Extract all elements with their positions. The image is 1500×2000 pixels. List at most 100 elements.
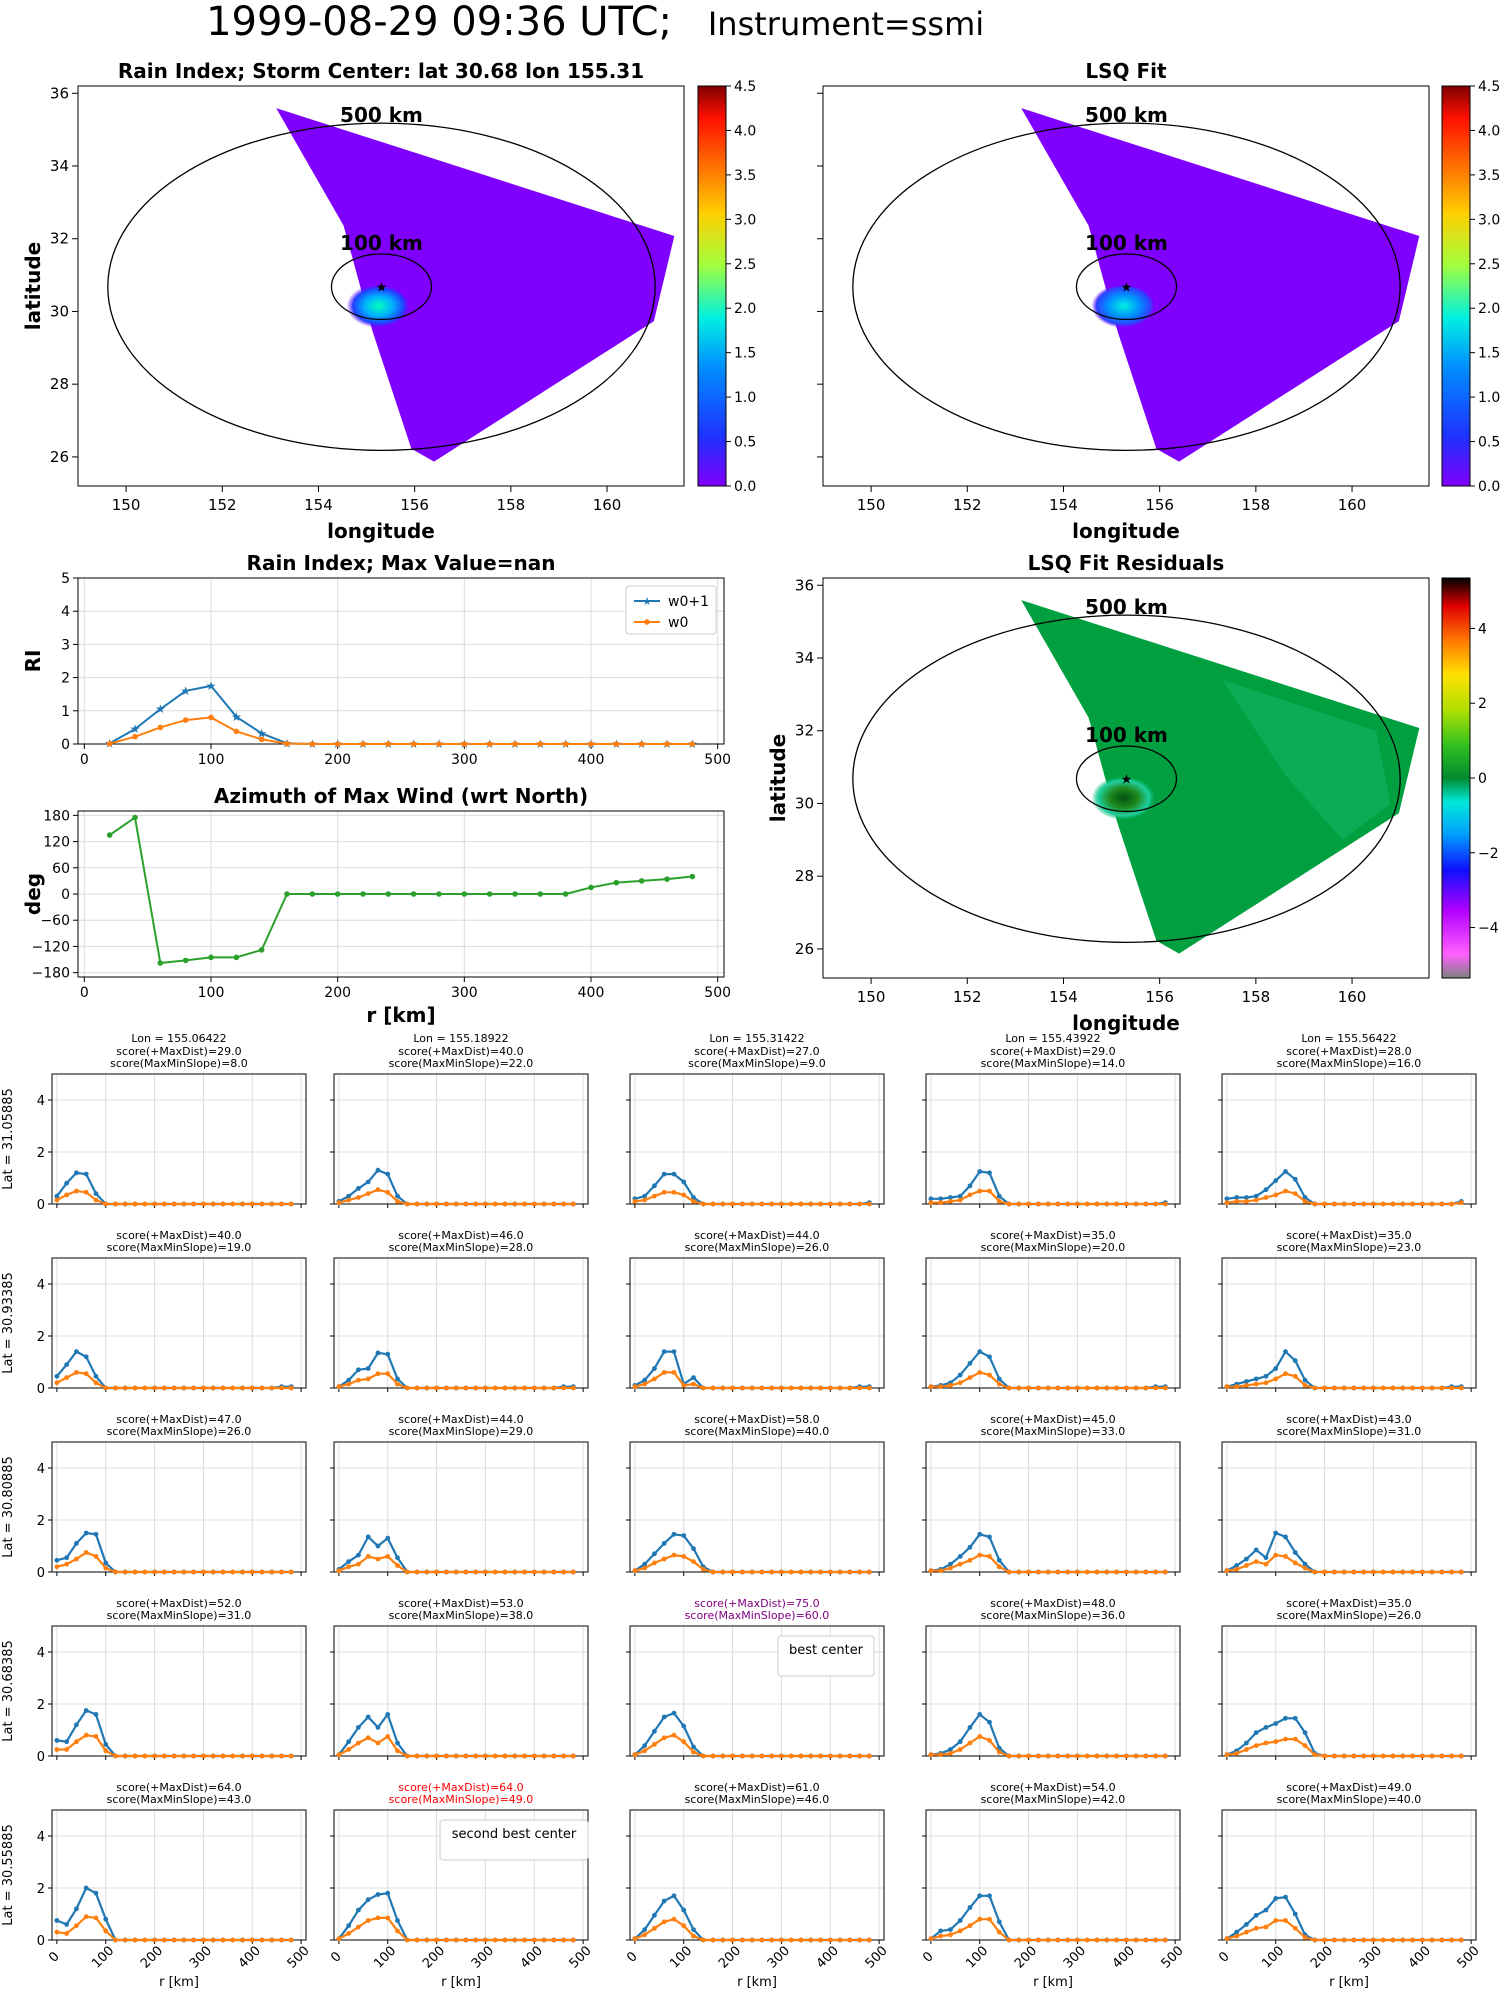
profile-point (1094, 1201, 1100, 1207)
profile-point (1016, 1937, 1022, 1943)
profile-point (230, 1201, 236, 1207)
profile-point (1224, 1196, 1230, 1202)
profile-point (1380, 1937, 1386, 1943)
x-tick-label: 100 (371, 1943, 399, 1971)
score-maxminslope: score(MaxMinSlope)=22.0 (389, 1057, 534, 1070)
profile-point (977, 1169, 983, 1174)
profile-point (1302, 1565, 1308, 1571)
profile-point (1331, 1937, 1337, 1943)
profile-point (818, 1385, 823, 1391)
data-point (486, 891, 493, 897)
profile-point (1410, 1753, 1415, 1759)
profile-point (54, 1380, 60, 1386)
chart-ylabel: RI (21, 650, 45, 673)
profile-point (395, 1199, 400, 1204)
profile-point (1400, 1937, 1406, 1943)
profile-point (928, 1384, 934, 1390)
colorbar-tick-label: 3.5 (734, 168, 756, 184)
panel-r0-c1: Lon = 155.18922score(+MaxDist)=40.0score… (330, 1032, 589, 1208)
profile-point (356, 1561, 361, 1567)
profile-point (996, 1199, 1002, 1204)
score-maxdist: score(+MaxDist)=40.0 (398, 1045, 523, 1058)
panel-frame (629, 1257, 885, 1389)
profile-point (346, 1559, 352, 1564)
map-ylabel: latitude (766, 734, 790, 822)
profile-point (1292, 1911, 1298, 1917)
score-maxdist: score(+MaxDist)=64.0 (398, 1781, 523, 1794)
data-point: ★ (206, 679, 217, 693)
profile-point (1123, 1569, 1129, 1575)
profile-point (230, 1753, 236, 1759)
y-tick-label: 4 (37, 1830, 45, 1845)
profile-point (1035, 1753, 1041, 1759)
profile-point (259, 1201, 265, 1207)
series-line-1 (109, 716, 693, 745)
profile-point (987, 1188, 992, 1194)
ring-label-500: 500 km (1085, 595, 1168, 619)
profile-point (1302, 1561, 1308, 1567)
profile-point (1035, 1937, 1041, 1943)
profile-w1 (634, 1350, 870, 1390)
profile-point (1429, 1385, 1435, 1391)
profile-point (749, 1569, 755, 1575)
profile-point (652, 1193, 657, 1199)
profile-point (443, 1937, 449, 1943)
x-tick-label: 500 (1455, 1943, 1483, 1971)
profile-point (152, 1937, 157, 1943)
profile-point (857, 1569, 862, 1575)
legend-marker: ★ (642, 595, 652, 608)
profile-point (122, 1385, 128, 1391)
profile-point (769, 1385, 775, 1391)
profile-point (1244, 1556, 1249, 1562)
profile-point (938, 1928, 944, 1934)
profile-point (1410, 1201, 1415, 1207)
profile-point (93, 1197, 99, 1203)
profile-point (103, 1565, 109, 1571)
panel-frame (629, 1441, 885, 1573)
profile-point (473, 1937, 479, 1943)
profile-point (798, 1385, 804, 1391)
profile-point (220, 1753, 226, 1759)
colorbar-tick-label: 2.0 (734, 301, 756, 317)
profile-point (570, 1569, 576, 1575)
profile-point (996, 1381, 1002, 1387)
panel-frame (333, 1073, 589, 1205)
y-tick-label: 34 (795, 649, 814, 667)
ring-label-100: 100 km (1085, 723, 1168, 747)
profile-point (463, 1937, 469, 1943)
profile-point (1351, 1569, 1357, 1575)
score-maxminslope: score(MaxMinSlope)=19.0 (107, 1241, 252, 1254)
profile-point (996, 1929, 1002, 1935)
profile-point (142, 1937, 148, 1943)
profile-point (957, 1372, 963, 1378)
panel-r4-c1: 0 100 200 300 400 500 r [km] score(+MaxDist)=64… (328, 1781, 595, 1990)
profile-point (681, 1739, 687, 1745)
chart-title: Azimuth of Max Wind (wrt North) (214, 784, 588, 808)
colorbar-tick-label: 1.5 (734, 346, 756, 362)
ring-100km (1075, 253, 1178, 321)
profile-point (948, 1199, 953, 1204)
profile-point (671, 1370, 677, 1375)
x-tick-label: 500 (285, 1943, 313, 1971)
panel-frame (1221, 1809, 1477, 1941)
profile-point (171, 1753, 177, 1759)
profile-point (837, 1385, 843, 1391)
row-lat-label: Lat = 30.80885 (1, 1456, 16, 1558)
profile-point (1094, 1753, 1100, 1759)
profile-point (346, 1197, 352, 1203)
ring-label-500: 500 km (340, 103, 423, 127)
y-tick-label: 3 (61, 637, 70, 653)
profile-point (1104, 1201, 1110, 1207)
colorbar-tick-label: 0.0 (734, 479, 756, 495)
profile-point (1253, 1743, 1259, 1748)
profile-point (191, 1753, 197, 1759)
profile-point (632, 1752, 638, 1758)
profile-point (142, 1201, 148, 1207)
profile-point (642, 1743, 648, 1748)
y-tick-label: 28 (795, 867, 814, 885)
profile-point (93, 1890, 99, 1896)
data-point (436, 891, 442, 897)
profile-point (948, 1561, 953, 1567)
profile-point (642, 1565, 648, 1571)
score-maxdist: score(+MaxDist)=49.0 (1286, 1781, 1411, 1794)
